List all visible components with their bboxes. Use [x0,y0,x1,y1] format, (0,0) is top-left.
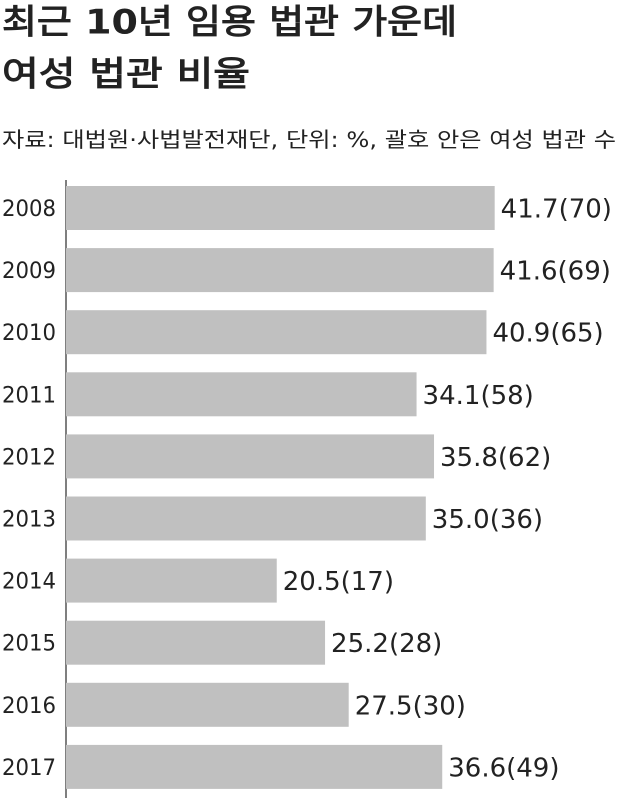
bar [66,682,349,727]
chart-subtitle: 자료: 대법원·사법발전재단, 단위: %, 괄호 안은 여성 법관 수 [2,128,616,152]
value-label: 41.6(69) [500,257,611,287]
category-label: 2010 [2,321,56,346]
bar [66,558,277,603]
value-label: 35.0(36) [432,505,543,535]
value-label: 40.9(65) [492,319,603,349]
value-label: 35.8(62) [440,443,551,473]
bar [66,434,435,479]
category-label: 2012 [2,445,56,470]
category-label: 2008 [2,197,56,222]
value-label: 20.5(17) [283,567,394,597]
value-label: 41.7(70) [501,195,612,225]
chart-title: 여성 법관 비율 [2,55,250,95]
value-label: 34.1(58) [423,381,534,411]
category-label: 2017 [2,756,56,781]
value-label: 25.2(28) [331,629,442,659]
bar [66,620,326,665]
category-label: 2011 [2,383,56,408]
value-label: 27.5(30) [355,691,466,721]
bar [66,496,426,541]
bar [66,248,494,293]
bar [66,310,487,355]
value-label: 36.6(49) [448,753,559,783]
bar [66,744,443,789]
bar [66,372,417,417]
category-label: 2009 [2,259,56,284]
chart-title: 최근 10년 임용 법관 가운데 [2,3,457,43]
bar [66,186,495,230]
category-label: 2014 [2,570,56,595]
category-label: 2013 [2,508,56,533]
category-label: 2015 [2,632,56,657]
category-label: 2016 [2,694,56,719]
